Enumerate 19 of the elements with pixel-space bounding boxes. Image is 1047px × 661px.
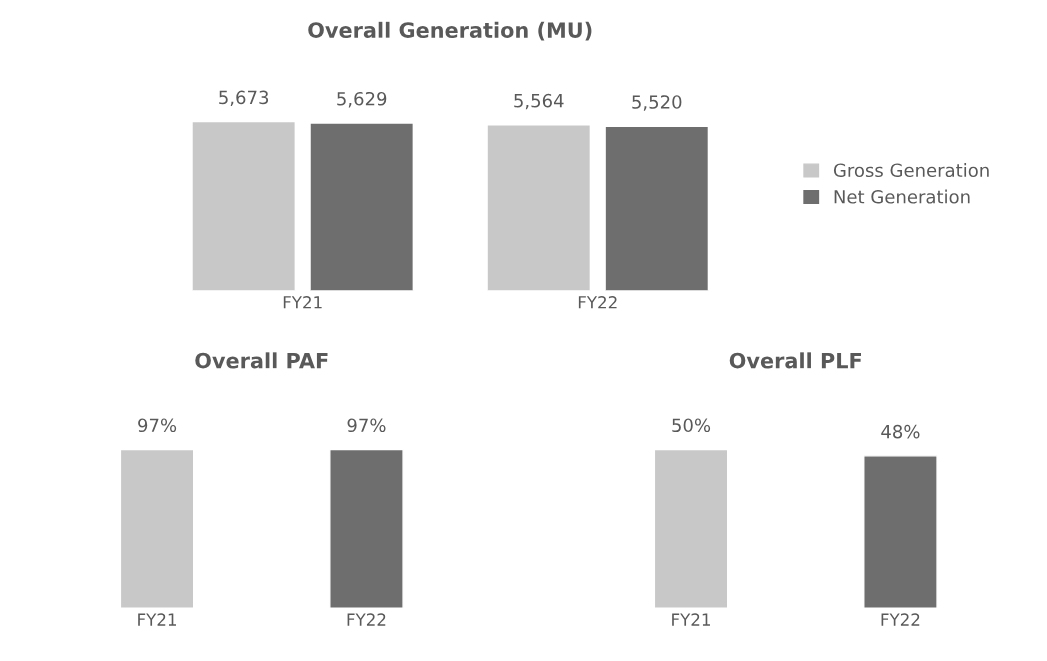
data-label: 50%	[672, 418, 711, 433]
x-tick-label: FY21	[283, 296, 322, 309]
data-label: 5,520	[632, 95, 682, 111]
chart-title: Overall PLF	[729, 352, 861, 369]
data-label: 5,629	[337, 91, 387, 108]
data-label: 5,564	[514, 93, 564, 110]
x-tick-label: FY21	[672, 613, 710, 626]
data-label: 97%	[138, 418, 177, 433]
x-tick-label: FY22	[881, 613, 920, 626]
data-label: 48%	[881, 424, 920, 439]
data-label: 5,673	[219, 90, 269, 107]
legend-label: Net Generation	[834, 189, 970, 204]
chart-title: Overall PAF	[195, 352, 328, 369]
chart-title: Overall Generation (MU)	[308, 21, 592, 41]
data-label: 97%	[347, 418, 386, 433]
legend-label: Gross Generation	[833, 163, 989, 178]
x-tick-label: FY22	[347, 613, 386, 626]
x-tick-label: FY22	[578, 296, 617, 309]
x-tick-label: FY21	[138, 613, 176, 626]
